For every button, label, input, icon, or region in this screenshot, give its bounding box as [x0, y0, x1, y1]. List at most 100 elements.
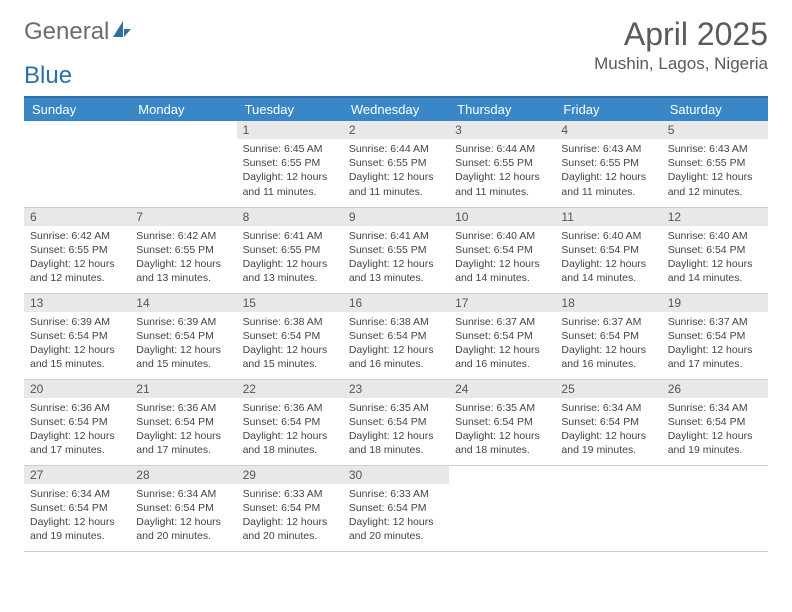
calendar-cell: 14Sunrise: 6:39 AMSunset: 6:54 PMDayligh… — [130, 293, 236, 379]
calendar-week-row: 27Sunrise: 6:34 AMSunset: 6:54 PMDayligh… — [24, 465, 768, 551]
day-content: Sunrise: 6:40 AMSunset: 6:54 PMDaylight:… — [449, 226, 555, 286]
day-number: 10 — [449, 208, 555, 226]
day-header-saturday: Saturday — [662, 97, 768, 121]
day-number: 16 — [343, 294, 449, 312]
calendar-cell: 6Sunrise: 6:42 AMSunset: 6:55 PMDaylight… — [24, 207, 130, 293]
day-number: 17 — [449, 294, 555, 312]
month-title: April 2025 — [594, 18, 768, 50]
day-number: 14 — [130, 294, 236, 312]
calendar-cell: 24Sunrise: 6:35 AMSunset: 6:54 PMDayligh… — [449, 379, 555, 465]
location: Mushin, Lagos, Nigeria — [594, 54, 768, 74]
calendar-cell — [24, 121, 130, 207]
day-content: Sunrise: 6:42 AMSunset: 6:55 PMDaylight:… — [24, 226, 130, 286]
day-content: Sunrise: 6:40 AMSunset: 6:54 PMDaylight:… — [662, 226, 768, 286]
day-number: 28 — [130, 466, 236, 484]
day-number: 1 — [237, 121, 343, 139]
day-content: Sunrise: 6:34 AMSunset: 6:54 PMDaylight:… — [24, 484, 130, 544]
day-number: 18 — [555, 294, 661, 312]
day-header-sunday: Sunday — [24, 97, 130, 121]
day-content: Sunrise: 6:35 AMSunset: 6:54 PMDaylight:… — [343, 398, 449, 458]
calendar-cell — [130, 121, 236, 207]
day-number: 22 — [237, 380, 343, 398]
day-number: 11 — [555, 208, 661, 226]
day-content: Sunrise: 6:37 AMSunset: 6:54 PMDaylight:… — [555, 312, 661, 372]
day-number: 19 — [662, 294, 768, 312]
day-number: 27 — [24, 466, 130, 484]
day-content: Sunrise: 6:36 AMSunset: 6:54 PMDaylight:… — [130, 398, 236, 458]
calendar-cell: 5Sunrise: 6:43 AMSunset: 6:55 PMDaylight… — [662, 121, 768, 207]
day-number: 29 — [237, 466, 343, 484]
day-number: 30 — [343, 466, 449, 484]
calendar-cell: 25Sunrise: 6:34 AMSunset: 6:54 PMDayligh… — [555, 379, 661, 465]
day-number: 7 — [130, 208, 236, 226]
day-header-thursday: Thursday — [449, 97, 555, 121]
calendar-cell: 17Sunrise: 6:37 AMSunset: 6:54 PMDayligh… — [449, 293, 555, 379]
calendar-body: 1Sunrise: 6:45 AMSunset: 6:55 PMDaylight… — [24, 121, 768, 551]
day-number: 25 — [555, 380, 661, 398]
day-content: Sunrise: 6:35 AMSunset: 6:54 PMDaylight:… — [449, 398, 555, 458]
day-content: Sunrise: 6:33 AMSunset: 6:54 PMDaylight:… — [343, 484, 449, 544]
day-content: Sunrise: 6:43 AMSunset: 6:55 PMDaylight:… — [662, 139, 768, 199]
calendar-cell: 11Sunrise: 6:40 AMSunset: 6:54 PMDayligh… — [555, 207, 661, 293]
day-number: 5 — [662, 121, 768, 139]
calendar-cell: 13Sunrise: 6:39 AMSunset: 6:54 PMDayligh… — [24, 293, 130, 379]
calendar-cell: 27Sunrise: 6:34 AMSunset: 6:54 PMDayligh… — [24, 465, 130, 551]
calendar-header-row: SundayMondayTuesdayWednesdayThursdayFrid… — [24, 97, 768, 121]
day-number: 15 — [237, 294, 343, 312]
day-content: Sunrise: 6:41 AMSunset: 6:55 PMDaylight:… — [237, 226, 343, 286]
day-content: Sunrise: 6:33 AMSunset: 6:54 PMDaylight:… — [237, 484, 343, 544]
day-content: Sunrise: 6:38 AMSunset: 6:54 PMDaylight:… — [343, 312, 449, 372]
day-number: 9 — [343, 208, 449, 226]
day-content: Sunrise: 6:34 AMSunset: 6:54 PMDaylight:… — [555, 398, 661, 458]
day-number: 2 — [343, 121, 449, 139]
calendar-cell: 21Sunrise: 6:36 AMSunset: 6:54 PMDayligh… — [130, 379, 236, 465]
calendar-cell: 28Sunrise: 6:34 AMSunset: 6:54 PMDayligh… — [130, 465, 236, 551]
day-number: 8 — [237, 208, 343, 226]
day-number: 12 — [662, 208, 768, 226]
calendar-table: SundayMondayTuesdayWednesdayThursdayFrid… — [24, 96, 768, 552]
calendar-cell: 15Sunrise: 6:38 AMSunset: 6:54 PMDayligh… — [237, 293, 343, 379]
day-number: 23 — [343, 380, 449, 398]
calendar-cell: 4Sunrise: 6:43 AMSunset: 6:55 PMDaylight… — [555, 121, 661, 207]
day-content: Sunrise: 6:44 AMSunset: 6:55 PMDaylight:… — [343, 139, 449, 199]
calendar-cell: 10Sunrise: 6:40 AMSunset: 6:54 PMDayligh… — [449, 207, 555, 293]
day-content: Sunrise: 6:39 AMSunset: 6:54 PMDaylight:… — [130, 312, 236, 372]
calendar-cell: 30Sunrise: 6:33 AMSunset: 6:54 PMDayligh… — [343, 465, 449, 551]
day-number: 24 — [449, 380, 555, 398]
calendar-cell: 7Sunrise: 6:42 AMSunset: 6:55 PMDaylight… — [130, 207, 236, 293]
day-number: 26 — [662, 380, 768, 398]
calendar-week-row: 1Sunrise: 6:45 AMSunset: 6:55 PMDaylight… — [24, 121, 768, 207]
calendar-cell — [662, 465, 768, 551]
logo-text-blue: Blue — [24, 62, 72, 90]
day-content: Sunrise: 6:44 AMSunset: 6:55 PMDaylight:… — [449, 139, 555, 199]
logo: General — [24, 18, 135, 46]
calendar-week-row: 6Sunrise: 6:42 AMSunset: 6:55 PMDaylight… — [24, 207, 768, 293]
calendar-cell: 23Sunrise: 6:35 AMSunset: 6:54 PMDayligh… — [343, 379, 449, 465]
day-content: Sunrise: 6:45 AMSunset: 6:55 PMDaylight:… — [237, 139, 343, 199]
day-number: 13 — [24, 294, 130, 312]
day-content: Sunrise: 6:41 AMSunset: 6:55 PMDaylight:… — [343, 226, 449, 286]
calendar-cell: 20Sunrise: 6:36 AMSunset: 6:54 PMDayligh… — [24, 379, 130, 465]
day-number: 3 — [449, 121, 555, 139]
day-number: 6 — [24, 208, 130, 226]
calendar-cell — [449, 465, 555, 551]
logo-text-general: General — [24, 18, 109, 46]
day-content: Sunrise: 6:38 AMSunset: 6:54 PMDaylight:… — [237, 312, 343, 372]
day-number: 21 — [130, 380, 236, 398]
title-block: April 2025 Mushin, Lagos, Nigeria — [594, 18, 768, 74]
day-header-wednesday: Wednesday — [343, 97, 449, 121]
calendar-cell: 3Sunrise: 6:44 AMSunset: 6:55 PMDaylight… — [449, 121, 555, 207]
day-content: Sunrise: 6:36 AMSunset: 6:54 PMDaylight:… — [237, 398, 343, 458]
calendar-cell — [555, 465, 661, 551]
day-content: Sunrise: 6:37 AMSunset: 6:54 PMDaylight:… — [449, 312, 555, 372]
day-header-tuesday: Tuesday — [237, 97, 343, 121]
day-header-monday: Monday — [130, 97, 236, 121]
day-content: Sunrise: 6:34 AMSunset: 6:54 PMDaylight:… — [662, 398, 768, 458]
day-number: 4 — [555, 121, 661, 139]
calendar-cell: 22Sunrise: 6:36 AMSunset: 6:54 PMDayligh… — [237, 379, 343, 465]
sail-icon — [111, 19, 133, 46]
calendar-cell: 2Sunrise: 6:44 AMSunset: 6:55 PMDaylight… — [343, 121, 449, 207]
calendar-week-row: 20Sunrise: 6:36 AMSunset: 6:54 PMDayligh… — [24, 379, 768, 465]
day-content: Sunrise: 6:43 AMSunset: 6:55 PMDaylight:… — [555, 139, 661, 199]
calendar-cell: 18Sunrise: 6:37 AMSunset: 6:54 PMDayligh… — [555, 293, 661, 379]
